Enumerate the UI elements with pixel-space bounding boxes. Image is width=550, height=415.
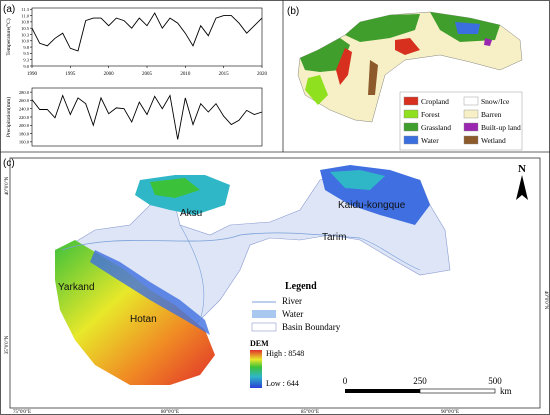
legend-swatch	[403, 109, 419, 119]
y-tick-label: 180.0	[19, 131, 30, 136]
data-line	[31, 12, 263, 52]
x-tick-label: 2010	[180, 72, 191, 77]
place-label: Yarkand	[58, 282, 95, 293]
y-tick-label: 9.3	[23, 57, 29, 62]
legend-item: Water	[282, 309, 303, 319]
dem-map	[55, 165, 451, 385]
legend-swatch	[463, 135, 479, 145]
legend-item: River	[282, 296, 302, 306]
scale-label: 0	[343, 376, 348, 386]
scale-label: 250	[413, 376, 427, 386]
legend-label: Snow/Ice	[481, 97, 510, 106]
north-label: N	[518, 163, 526, 175]
x-tick-label: 1995	[65, 72, 76, 77]
place-label: Tarim	[322, 232, 346, 243]
panel-label: (b)	[287, 6, 299, 17]
legend-swatch	[463, 109, 479, 119]
y-tick-label: 200.0	[19, 123, 30, 128]
legend-water-swatch	[252, 310, 276, 318]
place-label: Aksu	[180, 208, 202, 219]
coord-label: 85°0'0"E	[301, 410, 319, 415]
scale-unit: km	[500, 386, 512, 396]
x-tick-label: 2015	[219, 72, 230, 77]
x-tick-label: 1990	[27, 72, 38, 77]
legend-swatch	[463, 96, 479, 106]
legend-label: Cropland	[421, 97, 449, 106]
scale-label: 500	[488, 376, 502, 386]
legend-swatch	[463, 122, 479, 132]
y-tick-label: 160.0	[19, 140, 30, 145]
y-tick-label: 9.0	[23, 64, 29, 69]
north-arrow	[516, 175, 528, 200]
y-tick-label: 9.5	[23, 51, 29, 56]
map-frame	[9, 157, 541, 409]
legend-label: Water	[421, 136, 439, 145]
landcover-legend-box	[399, 91, 523, 151]
y-tick-label: 280.0	[19, 90, 30, 95]
y-tick-label: 240.0	[19, 107, 30, 112]
data-line	[31, 94, 263, 140]
y-tick-label: 10.8	[21, 20, 30, 25]
y-tick-label: 260.0	[19, 98, 30, 103]
legend-item: Basin Boundary	[282, 322, 341, 332]
y-tick-label: 10.3	[21, 32, 30, 37]
legend-label: Wetland	[481, 136, 506, 145]
y-tick-label: 9.8	[23, 45, 29, 50]
y-tick-label: 10.5	[21, 26, 30, 31]
dem-title: DEM	[250, 339, 269, 348]
coord-label: 75°0'0"E	[13, 410, 31, 415]
panel-label: (a)	[3, 4, 15, 15]
legend-swatch	[403, 96, 419, 106]
y-tick-label: 11.3	[21, 7, 29, 12]
place-label: Hotan	[130, 314, 157, 325]
y-axis-label: Precipitation(mm)	[5, 97, 12, 137]
legend-boundary-swatch	[251, 322, 277, 332]
legend-label: Barren	[481, 110, 502, 119]
panel-label: (c)	[3, 158, 15, 169]
legend-label: Grassland	[421, 123, 451, 132]
x-tick-label: 2000	[104, 72, 115, 77]
scale-bar	[345, 389, 420, 393]
dem-high: High : 8548	[266, 349, 304, 358]
scale-bar	[419, 388, 496, 394]
landcover-map	[297, 11, 523, 123]
x-tick-label: 2020	[257, 72, 268, 77]
legend-title: Legend	[285, 281, 317, 292]
x-tick-label: 2005	[142, 72, 153, 77]
coord-label: 80°0'0"E	[161, 410, 179, 415]
legend-label: Built-up land	[481, 123, 521, 132]
coord-label: 90°0'0"E	[441, 410, 459, 415]
y-tick-label: 11.0	[21, 13, 29, 18]
y-tick-label: 220.0	[19, 115, 30, 120]
dem-ramp	[250, 350, 262, 388]
y-axis-label: Temperature(°C)	[5, 18, 12, 55]
dem-low: Low : 644	[266, 379, 299, 388]
coord-label: 40°0'0"N	[543, 291, 548, 310]
y-tick-label: 10.0	[21, 39, 30, 44]
legend-label: Forest	[421, 110, 441, 119]
coord-label: 35°0'0"N	[5, 335, 10, 354]
plot-frame	[31, 87, 263, 147]
legend-swatch	[403, 122, 419, 132]
place-label: Kaidu-kongque	[338, 200, 406, 211]
plot-frame	[31, 7, 263, 67]
coord-label: 40°0'0"N	[5, 176, 10, 195]
legend-swatch	[403, 135, 419, 145]
